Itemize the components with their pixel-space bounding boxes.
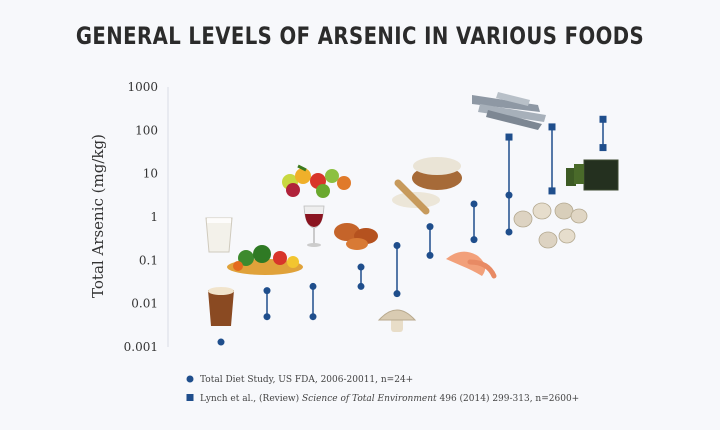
data-point-square <box>599 144 607 152</box>
y-tick-label: 0.01 <box>131 297 158 311</box>
legend-circle-marker <box>186 375 194 383</box>
y-tick-label: 0.001 <box>124 340 158 354</box>
data-point-circle <box>505 191 513 199</box>
red-wine-icon <box>303 205 325 247</box>
data-markers <box>217 115 607 346</box>
vegetables-icon <box>227 245 303 275</box>
data-point-circle <box>309 282 317 290</box>
data-point-circle <box>470 200 478 208</box>
legend: Total Diet Study, US FDA, 2006-20011, n=… <box>186 375 579 404</box>
seaweed-icon <box>566 159 619 191</box>
legend-lynch-prefix: Lynch et al., (Review) <box>200 393 302 404</box>
chart-title: GENERAL LEVELS OF ARSENIC IN VARIOUS FOO… <box>75 22 645 50</box>
milk-glass-icon <box>205 217 233 253</box>
data-point-square <box>599 115 607 123</box>
y-axis-label: Total Arsenic (mg/kg) <box>89 134 107 298</box>
legend-item-lynch: Lynch et al., (Review) Science of Total … <box>200 393 579 404</box>
data-point-circle <box>263 313 271 321</box>
data-point-circle <box>426 251 434 259</box>
legend-lynch-journal: Science of Total Environment <box>302 394 437 404</box>
data-point-circle <box>470 236 478 244</box>
data-point-circle <box>505 228 513 236</box>
y-tick-label: 10 <box>143 167 158 181</box>
y-tick-label: 0.1 <box>139 253 158 267</box>
data-point-square <box>548 187 556 195</box>
food-icons <box>205 92 619 332</box>
shrimp-icon <box>446 251 497 279</box>
fruit-icon <box>282 164 351 198</box>
fish-icon <box>472 92 546 130</box>
rice-icon <box>392 157 462 215</box>
legend-square-marker <box>186 394 194 401</box>
data-point-circle <box>393 290 401 298</box>
data-point-circle <box>309 313 317 321</box>
data-point-circle <box>357 282 365 290</box>
y-tick-labels: 1000 100 10 1 0.1 0.01 0.001 <box>124 80 169 354</box>
legend-lynch-suffix: 496 (2014) 299-313, n=2600+ <box>437 393 580 404</box>
data-point-circle <box>357 263 365 271</box>
chicken-icon <box>334 223 378 250</box>
data-point-circle <box>217 338 225 346</box>
data-point-square <box>505 133 513 141</box>
data-point-square <box>548 123 556 131</box>
y-tick-label: 1000 <box>127 80 158 94</box>
data-point-circle <box>426 223 434 231</box>
mushroom-icon <box>377 309 417 332</box>
legend-item-fda: Total Diet Study, US FDA, 2006-20011, n=… <box>200 375 413 385</box>
y-tick-label: 100 <box>135 123 158 137</box>
y-tick-label: 1 <box>150 210 158 224</box>
clams-icon <box>513 202 588 249</box>
data-point-circle <box>393 241 401 249</box>
beer-icon <box>208 287 234 326</box>
data-point-circle <box>263 287 271 295</box>
